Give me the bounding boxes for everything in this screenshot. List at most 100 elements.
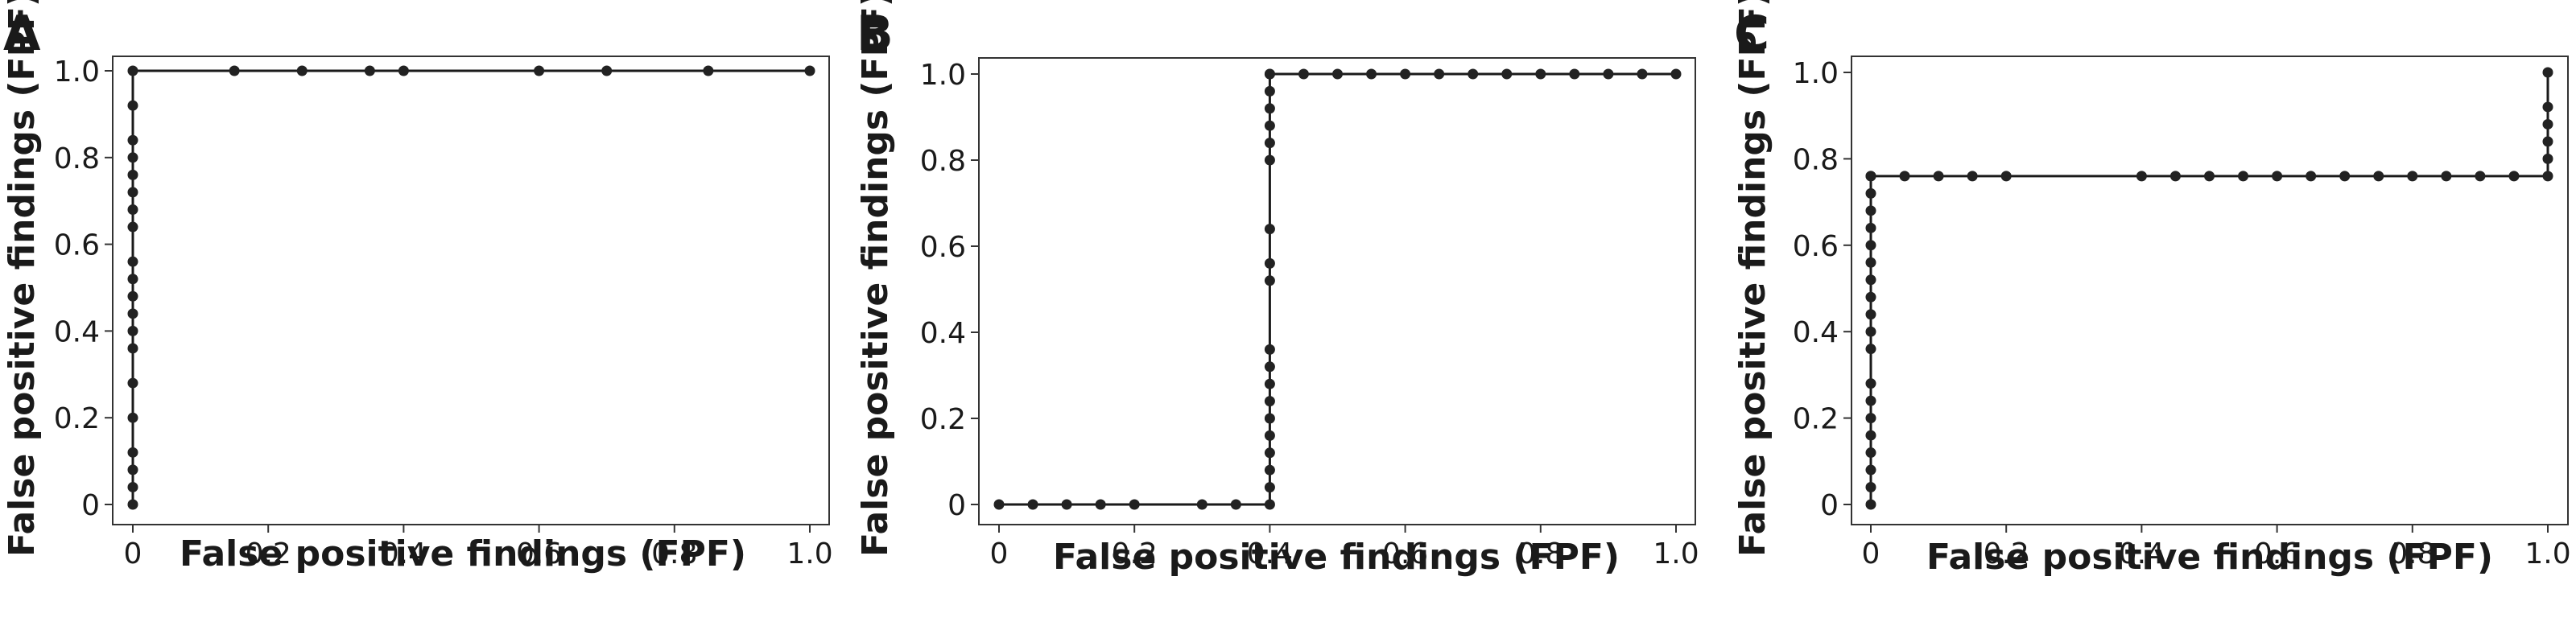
panel-c-y-axis-label: False positive findings (FPF) bbox=[1732, 0, 1773, 557]
panel-b-plot: 0 0.2 0.4 0.6 0.8 1.0 0 0.2 0.4 0.6 0.8 1.0 bbox=[920, 57, 1699, 570]
panel-c-data-point bbox=[2542, 101, 2553, 113]
panel-c-data-point bbox=[1865, 499, 1876, 510]
panel-b-data-point bbox=[1264, 85, 1275, 97]
panel-a-y-tick-label: 0.8 bbox=[54, 142, 100, 175]
panel-a-data-point bbox=[364, 65, 375, 76]
panel-a-data-point bbox=[127, 204, 138, 215]
panel-a-data-point bbox=[804, 65, 815, 76]
panel-a-data-point bbox=[229, 65, 240, 76]
panel-c-data-point bbox=[1865, 205, 1876, 216]
panel-b-x-tick-label: 1.0 bbox=[1653, 537, 1699, 570]
panel-b-data-point bbox=[1264, 275, 1275, 286]
panel-b-data-point bbox=[1264, 103, 1275, 114]
panel-a-x-tick-label: 0.4 bbox=[381, 537, 427, 570]
panel-c-letter: C bbox=[1734, 6, 1769, 62]
panel-b-x-axis-label: False positive findings (FPF) bbox=[1053, 537, 1620, 578]
panel-c-data-point bbox=[1865, 413, 1876, 424]
panel-a-data-point bbox=[534, 65, 545, 76]
panel-b-x-tick-label: 0.8 bbox=[1517, 537, 1563, 570]
panel-b-data-point bbox=[1637, 68, 1648, 80]
panel-a-plot-frame bbox=[112, 56, 830, 525]
panel-c-x-tick-label: 1.0 bbox=[2524, 537, 2570, 570]
panel-a-x-tick-label: 0.2 bbox=[246, 537, 291, 570]
panel-c-y-tick-label: 0.4 bbox=[1793, 316, 1839, 349]
panel-c-data-point bbox=[1865, 257, 1876, 268]
panel-a-x-tick-label: 1.0 bbox=[786, 537, 832, 570]
panel-b-data-point bbox=[1264, 361, 1275, 373]
panel-c-data-point bbox=[1865, 171, 1876, 182]
panel-c-data-point bbox=[2542, 136, 2553, 147]
panel-c-series-line bbox=[1869, 72, 2549, 504]
panel-c-data-point bbox=[1865, 222, 1876, 233]
panel-c-data-point bbox=[1967, 171, 1978, 182]
panel-b-data-point bbox=[1095, 499, 1106, 510]
panel-b-data-point bbox=[1569, 68, 1580, 80]
panel-c-plot: 0 0.2 0.4 0.6 0.8 1.0 0 0.2 0.4 0.6 0.8 1.0 bbox=[1793, 56, 2571, 570]
panel-c-data-point bbox=[1865, 344, 1876, 355]
panel-c-y-tick-label: 0 bbox=[1820, 489, 1839, 522]
panel-b-data-point bbox=[1264, 257, 1275, 269]
panel-c-data-point bbox=[1865, 187, 1876, 199]
panel-b-data-point bbox=[1264, 430, 1275, 441]
panel-b-series-line bbox=[999, 72, 1676, 506]
panel-a-x-tick-label: 0.8 bbox=[651, 537, 697, 570]
panel-a-data-point bbox=[398, 65, 409, 76]
panel-b-y-tick-label: 0.8 bbox=[920, 145, 966, 178]
panel-a-data-point bbox=[296, 65, 308, 76]
panel-c-data-point bbox=[2508, 171, 2520, 182]
panel-c-data-point bbox=[1865, 464, 1876, 476]
panel-a-x-tick-label: 0 bbox=[124, 537, 142, 570]
panel-b-data-point bbox=[1264, 464, 1275, 476]
panel-a-data-point bbox=[127, 325, 138, 336]
panel-b-data-point bbox=[1264, 224, 1275, 235]
panel-a-y-axis-label: False positive findings (FPF) bbox=[2, 0, 43, 557]
panel-b-data-point bbox=[1264, 447, 1275, 459]
panel-c-data-point bbox=[1865, 447, 1876, 459]
panel-c-y-tick-label: 0.8 bbox=[1793, 143, 1839, 176]
panel-b-x-tick-label: 0 bbox=[990, 537, 1009, 570]
panel-c-data-point bbox=[2204, 171, 2215, 182]
panel-b-data-point bbox=[1468, 68, 1479, 80]
panel-c-data-point bbox=[1865, 378, 1876, 389]
panel-b-data-point bbox=[1264, 154, 1275, 166]
panel-c-data-point bbox=[2306, 171, 2317, 182]
panel-a-data-point bbox=[127, 274, 138, 285]
panel-c-data-point bbox=[1865, 395, 1876, 406]
panel-a-letter: A bbox=[3, 6, 41, 62]
panel-a-data-point bbox=[127, 499, 138, 510]
panel-c-data-point bbox=[1865, 482, 1876, 493]
panel-a-data-point bbox=[127, 221, 138, 233]
panel-c-data-point bbox=[2136, 171, 2147, 182]
panel-b-data-point bbox=[1670, 68, 1682, 80]
panel-c-y-tick-label: 1.0 bbox=[1793, 57, 1839, 90]
panel-b-y-tick-label: 1.0 bbox=[920, 59, 966, 92]
panel-a-data-point bbox=[127, 152, 138, 163]
panel-c-data-point bbox=[2542, 153, 2553, 164]
panel-a-data-point bbox=[127, 308, 138, 319]
panel-a-plot: 0 0.2 0.4 0.6 0.8 1.0 0 0.2 0.4 0.6 0.8 1.0 bbox=[54, 56, 833, 570]
panel-a-data-point bbox=[601, 65, 613, 76]
panel-a-data-point bbox=[127, 377, 138, 389]
panel-b-data-point bbox=[1603, 68, 1614, 80]
panel-a-data-point bbox=[127, 412, 138, 423]
panel-b-y-tick-label: 0 bbox=[947, 489, 966, 522]
panel-c-data-point bbox=[2339, 171, 2351, 182]
panel-b-data-point bbox=[993, 499, 1005, 510]
panel-b-data-point bbox=[1332, 68, 1343, 80]
panel-a-data-point bbox=[703, 65, 714, 76]
panel-b-data-point bbox=[1366, 68, 1377, 80]
panel-c-data-point bbox=[2407, 171, 2418, 182]
panel-a-data-point bbox=[127, 100, 138, 111]
panel-a-data-point bbox=[127, 65, 138, 76]
panel-b-data-point bbox=[1264, 499, 1275, 510]
panel-b-data-point bbox=[1264, 413, 1275, 424]
panel-b-data-point bbox=[1264, 344, 1275, 355]
panel-c-data-point bbox=[2441, 171, 2452, 182]
panel-a-y-tick-label: 1.0 bbox=[54, 56, 100, 89]
panel-c-data-point bbox=[2373, 171, 2384, 182]
panel-a-data-point bbox=[127, 256, 138, 267]
panel-b-plot-frame bbox=[978, 57, 1696, 525]
panel-c-x-axis-label: False positive findings (FPF) bbox=[1926, 537, 2493, 578]
panel-b-data-point bbox=[1264, 396, 1275, 407]
